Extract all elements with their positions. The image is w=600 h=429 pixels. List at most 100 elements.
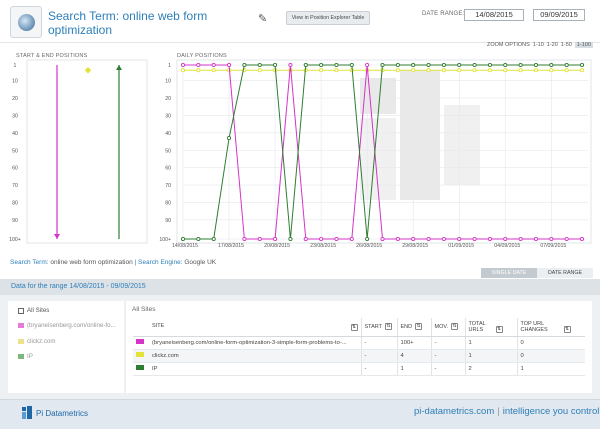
col-top-url-changes[interactable]: TOP URL CHANGES ⇅ xyxy=(516,318,585,337)
zoom-options: ZOOM OPTIONS 1-10 1-20 1-50 1-100 xyxy=(487,42,593,48)
x-tick-label: 17/08/2015 xyxy=(218,243,244,249)
edit-icon[interactable]: ✎ xyxy=(258,13,268,25)
sort-icon[interactable]: ⇅ xyxy=(563,325,571,333)
data-point xyxy=(503,236,508,242)
data-point xyxy=(549,68,554,73)
x-tick-label: 14/08/2015 xyxy=(172,243,198,249)
position-explorer-button[interactable]: View in Position Explorer Table xyxy=(286,11,370,25)
data-point xyxy=(426,62,431,68)
data-point xyxy=(503,62,508,68)
footer-separator: | xyxy=(497,406,500,417)
zoom-1-20[interactable]: 1-20 xyxy=(546,42,558,48)
table-title: All Sites xyxy=(132,306,156,313)
cell-top-url-changes: 0 xyxy=(516,349,585,363)
zoom-1-50[interactable]: 1-50 xyxy=(560,42,572,48)
list-item[interactable]: clickz.com xyxy=(18,338,56,345)
col-total-urls[interactable]: TOTAL URLS ⇅ xyxy=(464,318,517,337)
data-point xyxy=(211,236,216,242)
site-label: IP xyxy=(27,353,33,360)
data-point xyxy=(533,236,539,242)
data-point xyxy=(533,68,539,73)
range-bar xyxy=(0,279,600,295)
data-point xyxy=(533,62,539,68)
data-point xyxy=(196,68,201,73)
all-sites-checkbox[interactable] xyxy=(18,307,24,314)
data-point xyxy=(319,236,324,242)
col-swatch xyxy=(133,318,149,337)
y-tick-label: 80 xyxy=(12,200,18,206)
data-point xyxy=(349,62,354,68)
watermark-logo xyxy=(360,70,480,200)
x-tick-label: 04/09/2015 xyxy=(494,243,520,249)
date-to-input[interactable]: 09/09/2015 xyxy=(533,9,585,21)
col-site[interactable]: SITE ⇅ xyxy=(149,318,361,337)
sort-icon[interactable]: ⇅ xyxy=(415,323,423,331)
cell-site[interactable]: IP xyxy=(149,362,361,376)
cell-mov: - xyxy=(430,349,465,363)
daily-positions-label: DAILY POSITIONS xyxy=(177,53,227,59)
data-point xyxy=(564,236,569,242)
watermark-block xyxy=(360,78,396,114)
tab-single-date[interactable]: SINGLE DATE xyxy=(481,268,537,278)
col-mov[interactable]: MOV. ⇅ xyxy=(430,318,465,337)
cell-total-urls: 2 xyxy=(464,362,517,376)
data-point xyxy=(395,236,400,242)
site-swatch xyxy=(136,365,144,371)
y-tick-label: 40 xyxy=(165,131,171,137)
table-row[interactable]: clickz.com - 4 - 1 0 xyxy=(133,349,585,363)
footer-url[interactable]: pi-datametrics.com xyxy=(414,406,495,417)
table-row[interactable]: IP - 1 - 2 1 xyxy=(133,362,585,376)
pi-logo-icon xyxy=(22,406,32,419)
data-point xyxy=(549,62,554,68)
site-label: clickz.com xyxy=(27,338,56,345)
footer-tagline: pi-datametrics.com | intelligence you cont… xyxy=(414,406,599,417)
sort-icon[interactable]: ⇅ xyxy=(385,323,393,331)
cell-site[interactable]: clickz.com xyxy=(149,349,361,363)
footer-tagline-text: intelligence you control xyxy=(502,406,600,417)
data-point xyxy=(303,236,308,242)
cell-site[interactable]: (bryaneisenberg.com/online-form-optimiza… xyxy=(149,336,361,350)
col-start[interactable]: START ⇅ xyxy=(360,318,397,337)
y-tick-label: 20 xyxy=(165,96,171,102)
data-point xyxy=(411,62,416,68)
data-point xyxy=(319,62,324,68)
page-title: Search Term: online web form optimizatio… xyxy=(48,9,208,37)
y-tick-label: 10 xyxy=(12,79,18,85)
site-swatch xyxy=(18,339,24,344)
data-point xyxy=(579,62,585,68)
list-item[interactable]: (bryaneisenberg.com/online-fo... xyxy=(18,322,116,329)
all-sites-checkbox-item[interactable]: All Sites xyxy=(18,307,49,314)
data-point xyxy=(503,68,508,73)
sort-icon[interactable]: ⇅ xyxy=(495,325,503,333)
sort-icon[interactable]: ⇅ xyxy=(350,323,358,331)
data-point xyxy=(257,68,262,73)
row-swatch xyxy=(133,349,149,363)
zoom-1-100[interactable]: 1-100 xyxy=(574,42,593,48)
data-point xyxy=(303,62,308,68)
y-tick-label: 20 xyxy=(12,96,18,102)
cell-top-url-changes: 1 xyxy=(516,362,585,376)
data-point xyxy=(226,136,232,141)
data-point xyxy=(579,68,585,73)
watermark-block xyxy=(400,70,440,200)
tab-date-range[interactable]: DATE RANGE xyxy=(537,268,593,278)
list-item[interactable]: IP xyxy=(18,353,33,360)
data-point xyxy=(549,236,554,242)
y-tick-label: 80 xyxy=(165,200,171,206)
data-point xyxy=(226,62,232,68)
site-swatch xyxy=(18,323,24,328)
zoom-1-10[interactable]: 1-10 xyxy=(532,42,544,48)
data-point xyxy=(211,62,216,68)
col-end[interactable]: END ⇅ xyxy=(396,318,431,337)
table-row[interactable]: (bryaneisenberg.com/online-form-optimiza… xyxy=(133,336,585,350)
sort-icon[interactable]: ⇅ xyxy=(451,323,459,331)
y-tick-label: 50 xyxy=(165,148,171,154)
data-point xyxy=(196,62,201,68)
data-point xyxy=(257,62,262,68)
cell-end: 4 xyxy=(396,349,431,363)
data-point xyxy=(365,236,370,242)
sites-list-panel xyxy=(8,301,124,393)
date-from-input[interactable]: 14/08/2015 xyxy=(464,9,524,21)
search-engine-value: Google UK xyxy=(184,259,217,266)
data-point xyxy=(180,236,186,242)
